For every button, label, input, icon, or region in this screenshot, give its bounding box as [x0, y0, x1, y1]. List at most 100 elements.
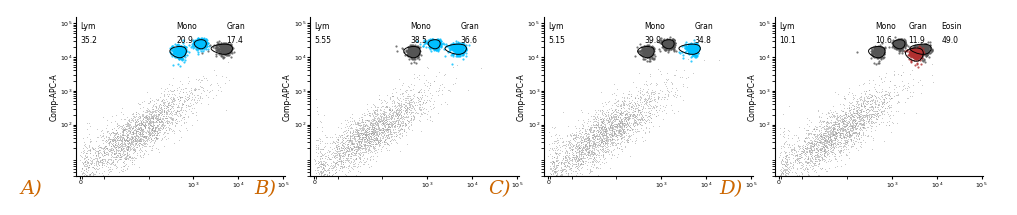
Point: [447, 50, 464, 54]
Point: [603, 141, 619, 144]
Point: [567, 137, 584, 140]
Point: [334, 140, 350, 143]
Point: [348, 151, 364, 154]
Point: [854, 98, 871, 102]
Point: [216, 45, 232, 49]
Point: [145, 117, 162, 120]
Point: [369, 138, 385, 142]
Point: [663, 37, 679, 40]
Point: [101, 144, 117, 147]
Point: [890, 40, 906, 43]
Point: [584, 136, 600, 140]
Point: [175, 48, 191, 51]
Point: [888, 40, 904, 43]
Point: [870, 45, 886, 49]
Point: [610, 108, 626, 112]
Point: [222, 44, 238, 47]
Point: [919, 47, 936, 50]
Point: [219, 43, 235, 46]
Point: [844, 115, 860, 118]
Point: [660, 43, 676, 46]
Point: [362, 144, 378, 147]
Point: [400, 126, 416, 130]
Point: [802, 141, 819, 145]
Point: [355, 135, 371, 138]
Point: [640, 43, 656, 47]
Point: [172, 95, 188, 98]
Point: [122, 126, 138, 129]
Point: [190, 39, 206, 42]
Point: [410, 52, 426, 55]
Point: [560, 157, 577, 160]
Point: [685, 50, 702, 53]
Point: [592, 135, 608, 139]
Point: [331, 144, 347, 148]
Point: [581, 145, 597, 148]
Point: [370, 140, 386, 143]
Point: [407, 48, 423, 51]
Point: [111, 135, 127, 139]
Point: [215, 43, 231, 46]
Point: [642, 51, 658, 55]
Point: [169, 50, 185, 53]
Point: [580, 154, 596, 157]
Point: [860, 118, 877, 121]
Point: [685, 43, 702, 46]
Point: [173, 51, 189, 54]
Point: [108, 166, 124, 170]
Point: [592, 131, 608, 134]
Point: [609, 127, 625, 130]
Point: [331, 163, 347, 166]
Point: [403, 49, 419, 53]
Point: [596, 136, 612, 139]
Point: [431, 39, 447, 42]
Point: [788, 157, 804, 161]
Point: [86, 146, 103, 150]
Point: [600, 126, 616, 130]
Point: [407, 48, 423, 52]
Point: [165, 49, 181, 52]
Point: [388, 132, 405, 136]
Point: [426, 42, 442, 45]
Point: [311, 191, 327, 194]
Point: [805, 141, 822, 145]
Point: [910, 48, 926, 52]
Point: [777, 140, 793, 144]
Point: [208, 49, 225, 52]
Text: Gran: Gran: [461, 22, 479, 31]
Point: [370, 141, 386, 144]
Point: [596, 129, 612, 133]
Point: [600, 121, 616, 124]
Point: [455, 41, 471, 45]
Point: [866, 95, 883, 98]
Point: [780, 194, 796, 198]
Point: [386, 116, 403, 120]
Point: [579, 139, 595, 142]
Point: [594, 138, 610, 141]
Point: [309, 188, 325, 192]
Point: [373, 128, 390, 131]
Point: [870, 95, 886, 99]
Point: [620, 134, 637, 137]
Point: [907, 53, 923, 57]
Point: [332, 157, 348, 160]
Point: [339, 134, 355, 137]
Point: [353, 131, 369, 135]
Point: [817, 149, 833, 152]
Point: [803, 148, 820, 152]
Point: [805, 127, 822, 131]
Point: [125, 132, 141, 135]
Point: [682, 46, 699, 50]
Point: [431, 43, 447, 47]
Point: [156, 121, 172, 125]
Point: [870, 61, 886, 64]
Point: [643, 46, 659, 49]
Point: [865, 100, 882, 103]
Point: [123, 124, 139, 128]
Point: [873, 54, 889, 57]
Point: [637, 117, 653, 120]
Point: [189, 42, 205, 46]
Point: [830, 124, 846, 127]
Point: [220, 49, 236, 53]
Point: [866, 46, 883, 49]
